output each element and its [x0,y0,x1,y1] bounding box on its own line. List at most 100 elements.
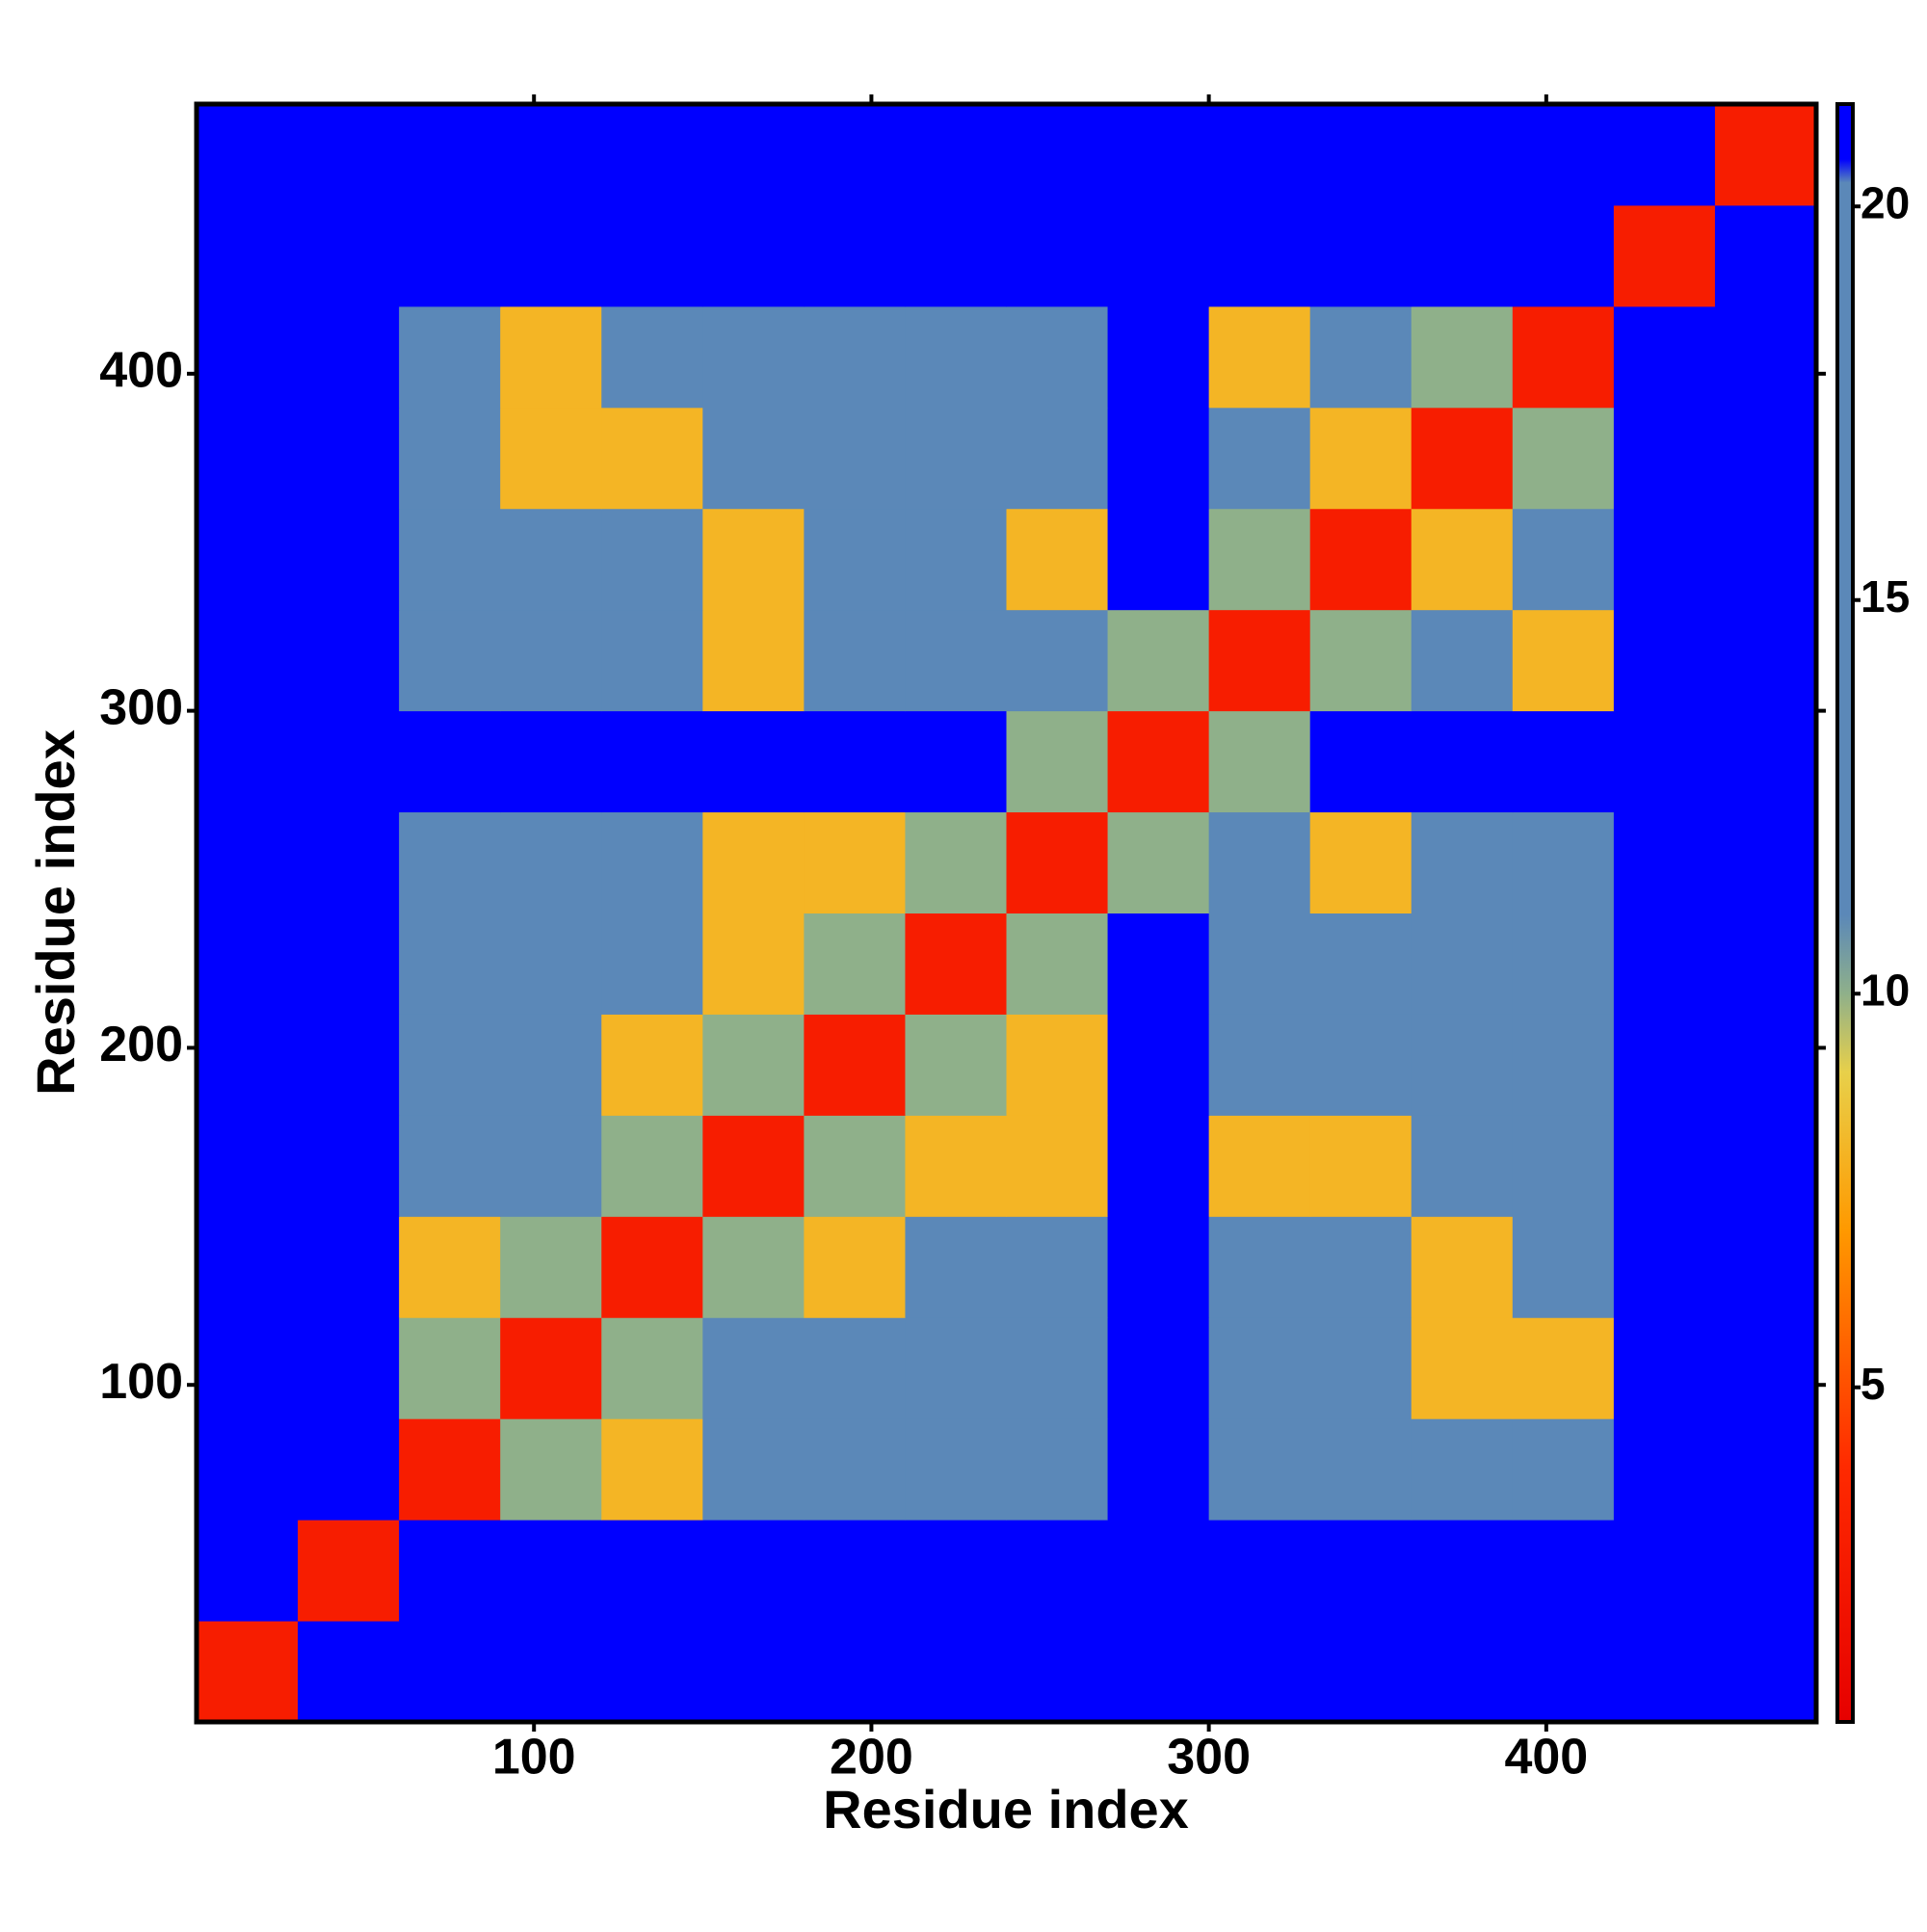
heatmap-cell [1613,508,1716,611]
heatmap-cell [1512,913,1615,1015]
heatmap-cell [905,1520,1007,1622]
heatmap-cell [399,913,501,1015]
heatmap-cell [197,305,299,409]
heatmap-cell [399,710,501,813]
heatmap-cell [298,1216,400,1318]
heatmap-cell [1714,1520,1816,1622]
heatmap-cell [1512,1520,1615,1622]
heatmap-cell [702,1014,805,1116]
heatmap-cell [399,508,501,611]
heatmap-cell [905,1418,1007,1521]
heatmap-cell [1613,305,1716,409]
heatmap-cell [500,1418,602,1521]
heatmap-cell [702,1621,805,1722]
heatmap-cell [399,1014,501,1116]
heatmap-cell [1411,407,1514,510]
heatmap-cell [1714,104,1816,206]
heatmap-cell [1309,104,1412,206]
heatmap-cell [702,204,805,307]
heatmap-cell [1208,1014,1311,1116]
heatmap-cell [1411,1418,1514,1521]
heatmap-cell [1411,710,1514,813]
colorbar [1835,102,1855,1724]
heatmap-cell [1107,1520,1210,1622]
heatmap-cell [1309,1520,1412,1622]
heatmap-cell [1107,710,1210,813]
heatmap-cell [804,305,906,409]
heatmap-cell [1107,305,1210,409]
heatmap-cell [905,913,1007,1015]
heatmap-cell [1006,1115,1109,1217]
y-tick-label: 200 [99,1017,183,1072]
heatmap-cell [500,1621,602,1722]
heatmap-cell [298,1621,400,1722]
y-tick-label: 300 [99,679,183,735]
heatmap-cell [1208,1216,1311,1318]
heatmap-cell [905,1317,1007,1419]
heatmap-cell [601,1014,703,1116]
y-axis-title: Residue index [25,729,86,1096]
heatmap-cell [905,1115,1007,1217]
heatmap-cell [1411,1317,1514,1419]
colorbar-tick-label: 10 [1861,965,1910,1015]
heatmap-cell [1107,407,1210,510]
heatmap-cell [601,609,703,712]
plot-frame [194,101,1819,1725]
heatmap-cell [1309,1014,1412,1116]
heatmap-cell [1309,1115,1412,1217]
heatmap-cell [197,1014,299,1116]
heatmap-cell [1714,305,1816,409]
heatmap-cell [702,508,805,611]
heatmap-cell [905,710,1007,813]
heatmap-cell [804,104,906,206]
heatmap-cell [1714,811,1816,913]
heatmap-cell [399,1418,501,1521]
heatmap-cell [1512,1621,1615,1722]
heatmap-cell [601,1418,703,1521]
heatmap-cell [804,811,906,913]
heatmap-cell [905,204,1007,307]
heatmap-cell [1208,204,1311,307]
heatmap-cell [1714,1216,1816,1318]
heatmap-cell [601,1520,703,1622]
heatmap-cell [1613,1317,1716,1419]
heatmap-cell [399,204,501,307]
heatmap-cell [1309,913,1412,1015]
heatmap-cell [905,305,1007,409]
heatmap-cell [399,811,501,913]
heatmap-cell [1714,204,1816,307]
heatmap-cell [1512,1418,1615,1521]
heatmap-cell [500,104,602,206]
heatmap-cell [298,913,400,1015]
heatmap-cell [702,913,805,1015]
heatmap-cell [804,204,906,307]
heatmap-cell [298,104,400,206]
heatmap-cell [702,811,805,913]
heatmap-cell [1613,1520,1716,1622]
heatmap-cell [1309,1216,1412,1318]
heatmap-cell [1613,204,1716,307]
heatmap-cell [1714,1621,1816,1722]
heatmap-cell [1208,1115,1311,1217]
x-tick-label: 400 [1504,1730,1588,1786]
heatmap-cell [197,1418,299,1521]
heatmap-cell [1208,305,1311,409]
heatmap-cell [905,1014,1007,1116]
heatmap-cell [1714,1317,1816,1419]
heatmap-cell [500,811,602,913]
heatmap-cell [1512,508,1615,611]
heatmap-cell [298,1520,400,1622]
heatmap-cell [804,1317,906,1419]
heatmap-cell [1208,1621,1311,1722]
heatmap-cell [1006,1216,1109,1318]
heatmap-cell [1006,407,1109,510]
heatmap-cell [197,407,299,510]
heatmap-cell [500,1317,602,1419]
heatmap-cell [1714,508,1816,611]
heatmap-cell [1512,305,1615,409]
heatmap-cell [702,609,805,712]
heatmap-cell [1107,1014,1210,1116]
heatmap-cell [1714,1115,1816,1217]
heatmap-cell [804,913,906,1015]
